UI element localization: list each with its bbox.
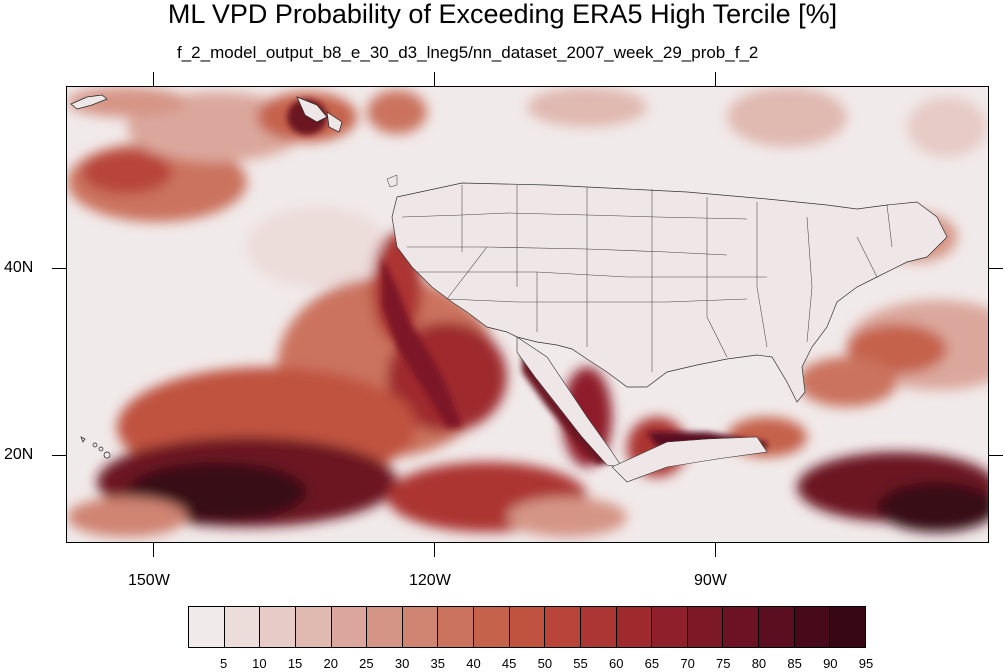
colorbar (188, 606, 866, 648)
colorbar-label: 90 (823, 656, 838, 671)
colorbar-box (652, 607, 688, 647)
colorbar-box (367, 607, 403, 647)
probability-field (67, 87, 988, 537)
colorbar-label: 75 (716, 656, 731, 671)
coastline-details (70, 94, 343, 459)
vpd-probability-map (67, 87, 988, 542)
colorbar-box (723, 607, 759, 647)
colorbar-box (830, 607, 865, 647)
colorbar-label: 45 (501, 656, 517, 671)
lon-label-150w: 150W (128, 572, 170, 589)
colorbar-box (224, 607, 261, 647)
colorbar-box (759, 607, 795, 647)
colorbar-box (295, 607, 332, 647)
colorbar-label: 25 (359, 656, 374, 671)
colorbar-box (474, 607, 510, 647)
colorbar-label: 40 (466, 656, 481, 671)
state-boundaries (401, 185, 893, 372)
colorbar-label: 10 (252, 656, 267, 671)
colorbar-label: 35 (430, 656, 446, 671)
colorbar-label: 95 (858, 656, 874, 671)
colorbar-box (616, 607, 653, 647)
colorbar-label: 20 (323, 656, 338, 671)
colorbar-label: 65 (644, 656, 660, 671)
colorbar-box (794, 607, 831, 647)
colorbar-label: 30 (394, 656, 410, 671)
map-title: ML VPD Probability of Exceeding ERA5 Hig… (167, 0, 838, 29)
colorbar-label: 15 (287, 656, 303, 671)
lon-label-120w: 120W (409, 572, 451, 589)
colorbar-box (260, 607, 296, 647)
colorbar-box (331, 607, 368, 647)
colorbar-label: 55 (573, 656, 588, 671)
colorbar-label: 80 (751, 656, 767, 671)
lon-label-90w: 90W (694, 572, 727, 589)
colorbar-box (545, 607, 581, 647)
colorbar-label: 5 (220, 656, 228, 671)
lat-label-20n: 20N (4, 446, 34, 463)
map-panel (66, 86, 989, 543)
map-subtitle: f_2_model_output_b8_e_30_d3_lneg5/nn_dat… (177, 43, 759, 62)
colorbar-label: 60 (608, 656, 624, 671)
colorbar-label: 70 (680, 656, 695, 671)
colorbar-box (438, 607, 474, 647)
colorbar-box (509, 607, 546, 647)
colorbar-box (687, 607, 724, 647)
colorbar-box (580, 607, 617, 647)
lat-label-40n: 40N (4, 259, 34, 276)
colorbar-box (189, 607, 225, 647)
colorbar-label: 50 (537, 656, 553, 671)
colorbar-box (402, 607, 439, 647)
colorbar-label: 85 (787, 656, 802, 671)
